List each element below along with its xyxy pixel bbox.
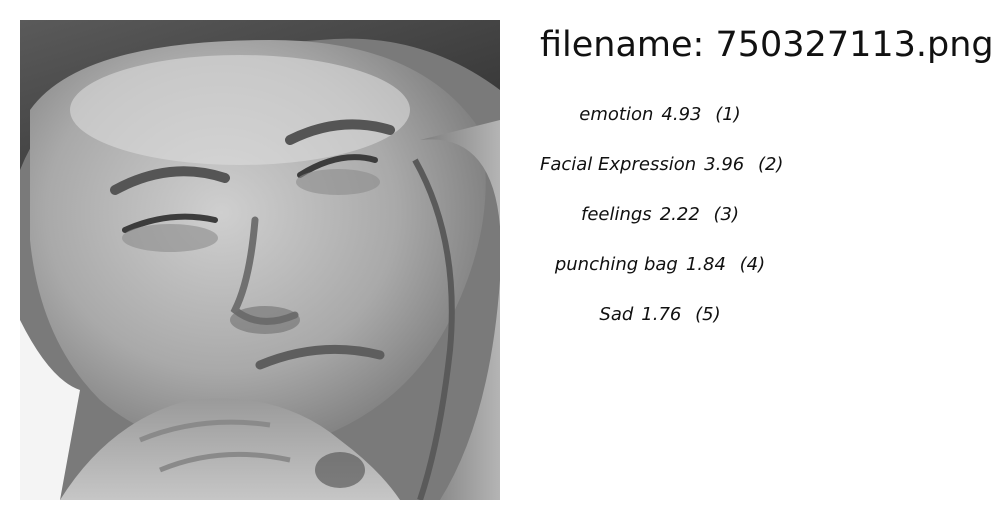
prediction-score: 1.76	[641, 304, 682, 325]
prediction-name: feelings	[580, 204, 652, 225]
prediction-rank: (4)	[739, 254, 766, 275]
prediction-name: Sad	[599, 304, 634, 325]
prediction-rank: (3)	[713, 204, 740, 225]
filename-title: filename: 750327113.png	[540, 25, 994, 65]
prediction-rank: (5)	[695, 304, 721, 325]
prediction-list: emotion 4.93 (1) Facial Expression 3.96 (2…	[540, 90, 783, 340]
prediction-name: Facial Expression	[540, 154, 697, 175]
prediction-row: Sad 1.76 (5)	[540, 290, 780, 340]
prediction-score: 2.22	[659, 204, 700, 225]
prediction-row: Facial Expression 3.96 (2)	[540, 140, 783, 190]
prediction-score: 4.93	[661, 104, 702, 125]
prediction-score: 3.96	[704, 154, 745, 175]
prediction-row: emotion 4.93 (1)	[540, 90, 780, 140]
prediction-rank: (1)	[715, 104, 741, 125]
prediction-rank: (2)	[757, 154, 784, 175]
prediction-row: punching bag 1.84 (4)	[540, 240, 780, 290]
prediction-name: emotion	[579, 104, 654, 125]
prediction-row: feelings 2.22 (3)	[540, 190, 780, 240]
prediction-name: punching bag	[554, 254, 678, 275]
face-photo	[20, 20, 500, 500]
prediction-score: 1.84	[685, 254, 726, 275]
